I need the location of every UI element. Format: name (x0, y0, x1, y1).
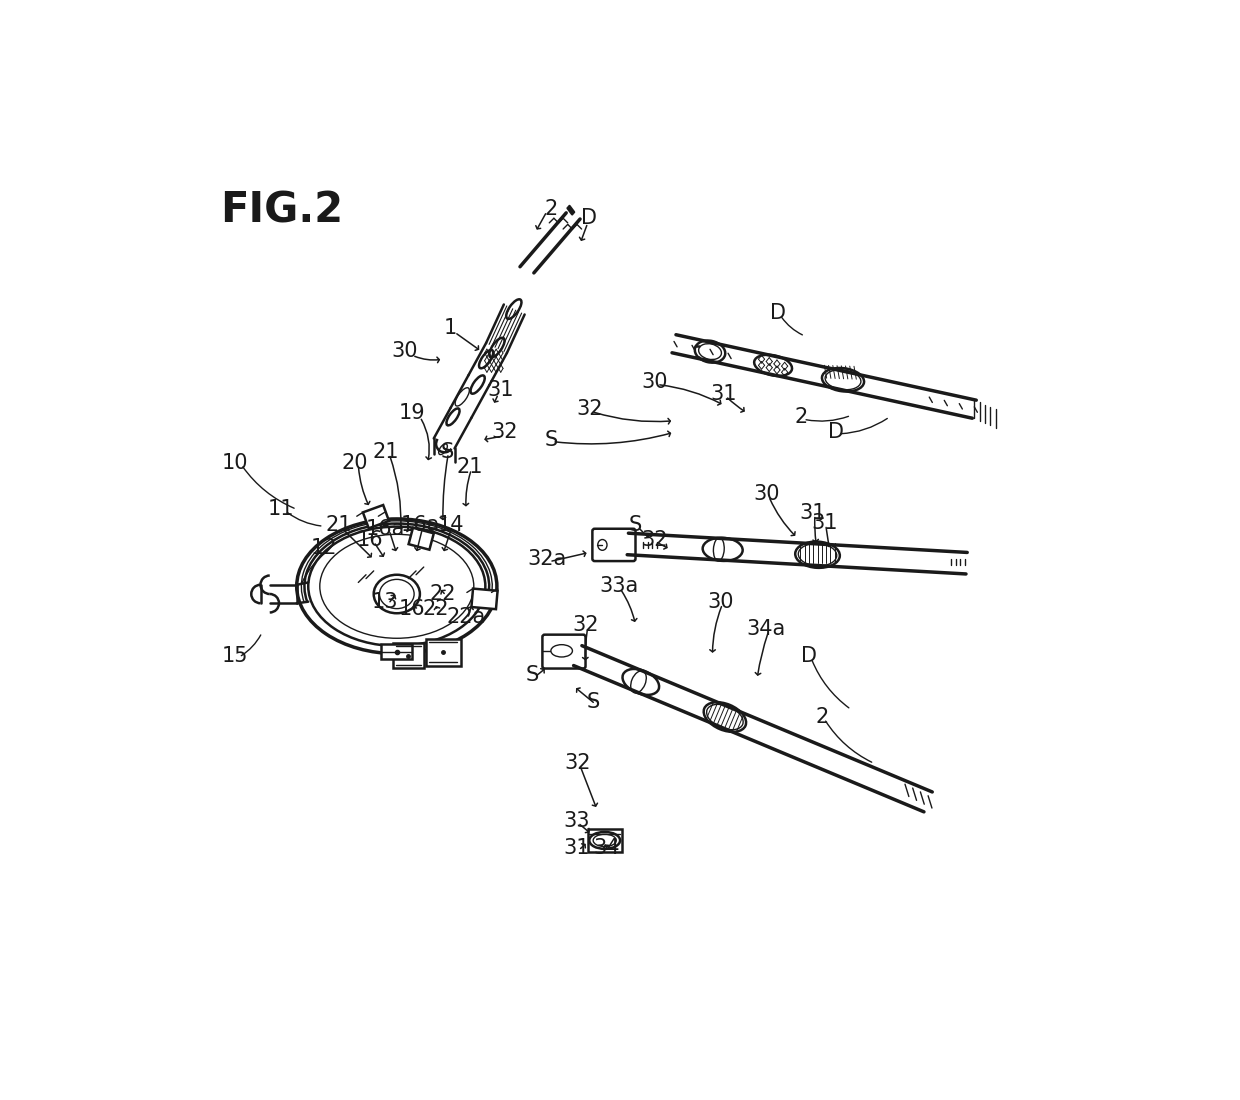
Text: 2: 2 (815, 707, 828, 727)
Text: 32: 32 (572, 615, 599, 635)
Text: 22: 22 (430, 584, 456, 604)
Text: 32: 32 (641, 530, 668, 550)
Text: 2: 2 (795, 407, 807, 427)
Text: 20: 20 (341, 453, 368, 473)
Text: S: S (544, 430, 558, 450)
Text: 34a: 34a (746, 618, 786, 639)
Text: 19: 19 (399, 403, 425, 424)
Text: 33a: 33a (599, 576, 639, 596)
Text: 34: 34 (594, 838, 620, 858)
Text: FIG.2: FIG.2 (219, 189, 342, 232)
Text: 31: 31 (811, 514, 837, 534)
Text: 12: 12 (310, 538, 337, 558)
Text: 32a: 32a (527, 549, 567, 570)
Bar (363, 505, 389, 528)
Text: D: D (770, 302, 786, 323)
Text: 30: 30 (392, 341, 418, 362)
Text: 30: 30 (641, 372, 668, 393)
Text: 31: 31 (563, 838, 589, 858)
Text: 15: 15 (222, 646, 248, 666)
Text: S: S (629, 515, 642, 535)
Bar (382, 645, 412, 660)
FancyBboxPatch shape (593, 529, 635, 561)
Text: 16: 16 (399, 600, 425, 619)
Text: D: D (801, 646, 817, 666)
Text: 2: 2 (544, 199, 558, 219)
Text: 22a: 22a (446, 607, 486, 627)
Bar (427, 639, 461, 665)
Text: 14: 14 (438, 515, 464, 535)
Text: 31: 31 (711, 384, 738, 404)
Text: 16: 16 (357, 530, 383, 550)
Text: 16a: 16a (366, 518, 405, 539)
Text: 21: 21 (326, 515, 352, 535)
Text: S: S (526, 664, 539, 685)
Text: D: D (828, 422, 843, 442)
Text: 32: 32 (491, 422, 518, 442)
Text: 33: 33 (563, 811, 589, 832)
Text: 31: 31 (800, 503, 826, 524)
Text: 30: 30 (753, 484, 780, 504)
Text: 30: 30 (707, 592, 733, 612)
Text: 11: 11 (268, 499, 295, 519)
Text: 1: 1 (444, 318, 458, 339)
Text: D: D (582, 208, 598, 228)
Text: 13: 13 (372, 592, 398, 612)
Text: 16a: 16a (401, 515, 440, 535)
Text: S: S (440, 441, 454, 462)
Bar (393, 644, 424, 668)
Text: 31: 31 (487, 379, 515, 400)
Text: S: S (587, 692, 600, 712)
Text: 22: 22 (422, 600, 449, 619)
Text: 10: 10 (222, 453, 248, 473)
Text: 21: 21 (372, 441, 398, 462)
Bar (588, 829, 621, 851)
Text: 32: 32 (577, 399, 603, 419)
Text: 21: 21 (456, 456, 484, 477)
Bar (409, 528, 434, 550)
Bar (471, 588, 497, 609)
Text: 32: 32 (564, 754, 591, 773)
FancyBboxPatch shape (542, 635, 585, 669)
